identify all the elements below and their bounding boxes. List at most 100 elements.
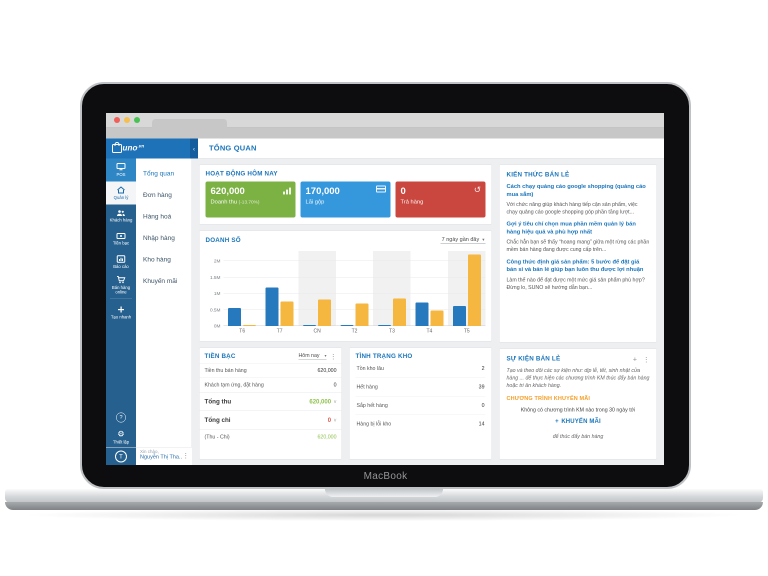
rail-divider: [110, 298, 132, 299]
laptop-base-edge: [5, 502, 763, 510]
add-promotion-button[interactable]: + KHUYẾN MÃI: [555, 417, 601, 425]
events-kebab-icon[interactable]: ⋮: [643, 355, 650, 363]
card-value: 170,000: [305, 186, 340, 197]
inventory-row-value: 39: [478, 384, 485, 390]
page-title: TỔNG QUAN: [209, 144, 257, 153]
chart-bar-series-yellow: [280, 301, 294, 326]
stat-card-doanh-thu[interactable]: 620,000 Doanh thu (-13.70%): [205, 181, 296, 218]
sidebar-item-đơn-hàng[interactable]: Đơn hàng: [143, 191, 172, 199]
article-link[interactable]: Gợi ý tiêu chí chọn mua phần mềm quản lý…: [506, 221, 636, 235]
card-label: Lãi gộp: [305, 199, 325, 205]
chart-y-tick: 0M: [213, 323, 221, 330]
inventory-row: Hàng bị lỗi kho 14: [356, 415, 486, 433]
card-value: 0: [400, 186, 406, 197]
user-name: Nguyễn Thị Tha...: [140, 454, 183, 460]
laptop-screen: uno.vn ‹ TỔNG QUAN POS Quản lý Khách hàng T…: [106, 113, 664, 465]
avatar: T: [106, 447, 136, 465]
money-icon: [116, 232, 126, 239]
rail-item-label: Báo cáo: [113, 263, 129, 269]
rail-item-label: Thiết lập: [112, 439, 130, 445]
sidebar-item-tổng-quan[interactable]: Tổng quan: [143, 169, 175, 178]
money-row-label: Tiền thu bán hàng: [204, 367, 247, 374]
user-info: Xin chào, Nguyễn Thị Tha...: [136, 448, 183, 466]
rail-item-bán-hàng-online[interactable]: Bán hàng online: [106, 274, 136, 297]
sidebar-item-kho-hàng[interactable]: Kho hàng: [143, 255, 171, 264]
chart-bar-series-blue: [452, 305, 466, 326]
laptop-base: [5, 489, 763, 503]
chevron-down-icon[interactable]: ˅: [333, 418, 337, 424]
rail-item-quản-lý[interactable]: Quản lý: [106, 181, 136, 205]
zoom-window-button[interactable]: [134, 117, 140, 123]
events-intro: Tạo và theo dõi các sự kiện như: dịp lễ,…: [506, 367, 650, 389]
stat-card-lãi-gộp[interactable]: 170,000 Lãi gộp: [300, 181, 391, 218]
suno-dashboard-app: uno.vn ‹ TỔNG QUAN POS Quản lý Khách hàng T…: [106, 138, 664, 466]
card-label: Doanh thu (-13.70%): [210, 199, 260, 205]
sidebar-collapse-button[interactable]: ‹: [190, 138, 198, 159]
article-excerpt: Chắc hẳn bạn sẽ thấy “hoang mang” giữa m…: [506, 239, 650, 253]
rail-item-label: Quản lý: [113, 194, 129, 200]
article-link[interactable]: Cách chạy quảng cáo google shopping (quả…: [506, 183, 646, 198]
knowledge-article: Công thức định giá sản phẩm: 5 bước để đ…: [507, 258, 650, 291]
sales-chart-plot: 0M 0.5M 1M 1.5M 2M: [210, 251, 486, 329]
chart-bar-group: [336, 251, 373, 326]
caret-down-icon: ▾: [324, 353, 327, 359]
sidebar-item-nhập-hàng[interactable]: Nhập hàng: [143, 234, 175, 242]
rail-item-label: Bán hàng online: [111, 284, 131, 295]
rail-item-khách-hàng[interactable]: Khách hàng: [106, 205, 136, 228]
rail-item-settings[interactable]: ⚙ Thiết lập: [113, 428, 129, 448]
money-total-label: Tổng chi: [204, 416, 231, 424]
add-event-plus-icon[interactable]: +: [632, 355, 637, 363]
close-window-button[interactable]: [114, 117, 120, 123]
inventory-row-label: Hàng bị lỗi kho: [356, 421, 392, 427]
rail-item-pos[interactable]: POS: [106, 158, 136, 182]
caret-down-icon: ▾: [482, 237, 485, 242]
chart-y-tick: 2M: [213, 258, 221, 265]
money-total-row[interactable]: Tổng thu 620,000 ˅: [199, 392, 342, 411]
sales-chart-panel: DOANH SỐ 7 ngày gần đây ▾ 0M 0.5M 1M 1.5M 2M …: [199, 230, 492, 342]
sidebar-item-hàng-hoá[interactable]: Hàng hoá: [143, 212, 172, 221]
return-history-icon: ↺: [473, 185, 481, 195]
laptop-hinge-notch: [325, 489, 443, 497]
shopping-bag-icon: [112, 142, 122, 153]
chart-y-tick: 1M: [213, 291, 221, 297]
stat-card-trả-hàng[interactable]: 0 Trả hàng ↺: [395, 181, 486, 218]
money-total-row[interactable]: Tổng chi 0 ˅: [199, 410, 342, 430]
money-period-select[interactable]: Hôm nay ▾: [298, 352, 327, 360]
money-kebab-icon[interactable]: ⋮: [330, 352, 337, 360]
inventory-row-label: Sắp hết hàng: [356, 402, 388, 409]
cart-icon: [116, 275, 126, 284]
minimize-window-button[interactable]: [124, 117, 130, 123]
user-menu-kebab-icon[interactable]: ⋮: [182, 451, 190, 460]
net-value: 620,000: [317, 434, 337, 440]
chart-bar-group: [448, 251, 485, 326]
browser-tab[interactable]: [152, 119, 227, 128]
card-value: 620,000: [210, 186, 245, 197]
sidebar-item-khuyến-mãi[interactable]: Khuyến mãi: [143, 277, 178, 285]
suno-logo[interactable]: uno.vn: [106, 138, 190, 159]
rail-item-báo-cáo[interactable]: Báo cáo: [106, 251, 136, 274]
icon-rail: POS Quản lý Khách hàng Tiền bạc Báo cáo Bán h…: [106, 158, 136, 465]
main-content: HOẠT ĐỘNG HÔM NAY 620,000 Doanh thu (-13.…: [192, 159, 664, 466]
article-link[interactable]: Công thức định giá sản phẩm: 5 bước để đ…: [506, 258, 644, 273]
panel-title: KIẾN THỨC BÁN LẺ: [506, 171, 570, 178]
chart-bar-series-blue: [340, 325, 354, 326]
credit-card-icon: [376, 185, 386, 193]
chart-bar-series-blue: [265, 287, 279, 326]
help-button[interactable]: ?: [116, 412, 126, 423]
chart-gridline: [223, 276, 486, 278]
article-excerpt: Với chức năng giúp khách hàng tiếp cận s…: [506, 201, 638, 215]
chart-bar-group: [298, 251, 335, 326]
chart-range-select[interactable]: 7 ngày gần đây ▾: [440, 236, 486, 244]
card-label: Trả hàng: [400, 199, 424, 205]
chevron-left-icon: ‹: [192, 144, 196, 153]
panel-title: SỰ KIỆN BÁN LẺ: [506, 355, 561, 362]
panel-title: HOẠT ĐỘNG HÔM NAY: [205, 170, 278, 177]
chart-bar-group: [224, 251, 261, 326]
user-row[interactable]: T Xin chào, Nguyễn Thị Tha... ⋮: [106, 447, 192, 465]
chevron-down-icon[interactable]: ˅: [333, 399, 337, 406]
money-row: Tiền thu bán hàng 620,000: [199, 363, 342, 378]
rail-item-tạo-nhanh[interactable]: Tạo nhanh: [106, 301, 136, 324]
rail-item-tiền-bạc[interactable]: Tiền bạc: [106, 228, 136, 251]
promo-title: CHƯƠNG TRÌNH KHUYẾN MÃI: [506, 395, 591, 402]
money-row: Khách tạm ứng, đặt hàng 0: [199, 377, 342, 393]
